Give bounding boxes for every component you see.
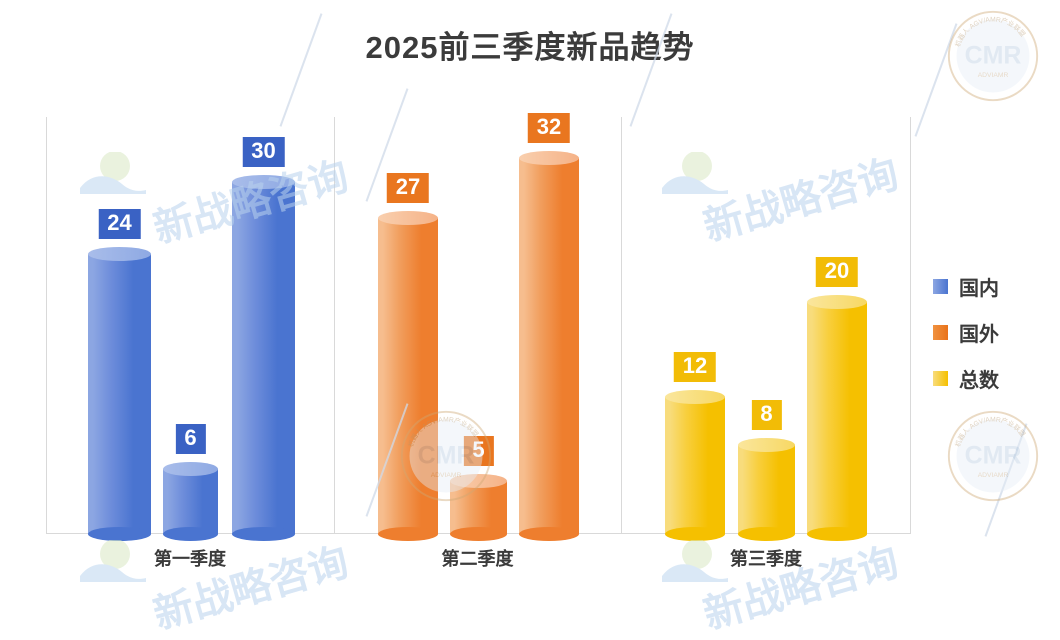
bar-group-q2: 27 5 32 xyxy=(334,113,621,541)
bar-slot[interactable]: 6 xyxy=(163,424,218,541)
cylinder-bottom xyxy=(738,527,795,541)
bar-slot[interactable]: 27 xyxy=(378,173,438,541)
watermark-slash xyxy=(984,423,1028,537)
cylinder-top xyxy=(378,211,438,225)
category-axis-labels: 第一季度 第二季度 第三季度 xyxy=(46,545,911,579)
svg-text:机器人 AGV/AMR产业联盟: 机器人 AGV/AMR产业联盟 xyxy=(953,415,1027,448)
chart-title: 2025前三季度新品趋势 xyxy=(365,30,695,65)
bar-slot[interactable]: 8 xyxy=(738,400,795,541)
cylinder-body xyxy=(738,445,795,534)
window-top-bar xyxy=(0,0,1060,5)
data-label: 8 xyxy=(751,400,782,430)
cylinder-bottom xyxy=(807,527,867,541)
legend-item-domestic[interactable]: 国内 xyxy=(933,272,999,301)
bar-cylinder-q2-domestic[interactable] xyxy=(378,211,438,541)
bar-cylinder-q3-domestic[interactable] xyxy=(665,390,725,541)
legend-label: 国内 xyxy=(959,278,999,300)
chart-legend: 国内 国外 总数 xyxy=(933,272,999,410)
category-label-q3: 第三季度 xyxy=(730,549,802,569)
svg-text:ADVIAMR: ADVIAMR xyxy=(978,472,1009,479)
cylinder-top xyxy=(88,247,151,261)
bar-cylinder-q3-total[interactable] xyxy=(807,295,867,541)
bar-cylinder-q1-domestic[interactable] xyxy=(88,247,151,541)
cylinder-bottom xyxy=(378,527,438,541)
cylinder-top xyxy=(232,175,295,189)
data-label: 5 xyxy=(463,436,494,466)
legend-swatch-icon xyxy=(933,371,948,386)
legend-label: 国外 xyxy=(959,324,999,346)
cylinder-body xyxy=(232,182,295,534)
cylinder-body xyxy=(450,481,507,534)
bar-group-q3: 12 8 20 xyxy=(621,117,911,541)
cylinder-body xyxy=(665,397,725,534)
bar-slot[interactable]: 30 xyxy=(232,137,295,541)
legend-item-total[interactable]: 总数 xyxy=(933,364,999,393)
bar-slot[interactable]: 5 xyxy=(450,436,507,541)
cylinder-top xyxy=(163,462,218,476)
cylinder-bottom xyxy=(232,527,295,541)
cylinder-bottom xyxy=(519,527,579,541)
svg-text:ADVIAMR: ADVIAMR xyxy=(978,72,1009,79)
data-label: 30 xyxy=(242,137,285,167)
category-label-q2: 第二季度 xyxy=(441,549,514,569)
cylinder-top xyxy=(450,474,507,488)
plot-area: 24 6 30 xyxy=(46,113,911,541)
data-label: 27 xyxy=(386,173,430,203)
data-label: 32 xyxy=(527,113,571,143)
cylinder-bottom xyxy=(163,527,218,541)
bar-cylinder-q2-overseas[interactable] xyxy=(450,474,507,541)
axis-line-right xyxy=(910,117,911,534)
bar-group-q1: 24 6 30 xyxy=(46,117,334,541)
data-label: 12 xyxy=(673,352,717,382)
data-label: 24 xyxy=(98,209,141,239)
category-label-q1: 第一季度 xyxy=(154,549,226,569)
cylinder-body xyxy=(807,302,867,534)
panel-divider-1 xyxy=(334,117,335,534)
bar-slot[interactable]: 32 xyxy=(519,113,579,541)
cylinder-top xyxy=(665,390,725,404)
cylinder-bottom xyxy=(450,527,507,541)
cylinder-top xyxy=(807,295,867,309)
panel-divider-2 xyxy=(621,117,622,534)
bar-slot[interactable]: 12 xyxy=(665,352,725,541)
cylinder-top xyxy=(738,438,795,452)
bar-cylinder-q2-total[interactable] xyxy=(519,151,579,541)
cylinder-body xyxy=(519,158,579,534)
cylinder-body xyxy=(88,254,151,534)
bar-cylinder-q3-overseas[interactable] xyxy=(738,438,795,541)
svg-text:CMR: CMR xyxy=(965,442,1022,470)
legend-swatch-icon xyxy=(933,279,948,294)
bar-slot[interactable]: 20 xyxy=(807,257,867,541)
axis-line-left xyxy=(46,117,47,534)
cylinder-body xyxy=(163,469,218,534)
data-label: 6 xyxy=(175,424,206,454)
watermark-cmr-seal-icon: CMR ADVIAMR 机器人 AGV/AMR产业联盟 xyxy=(947,410,1039,502)
cylinder-top xyxy=(519,151,579,165)
cylinder-bottom xyxy=(665,527,725,541)
bar-cylinder-q1-overseas[interactable] xyxy=(163,462,218,541)
legend-label: 总数 xyxy=(959,370,999,392)
data-label: 20 xyxy=(815,257,859,287)
cylinder-bottom xyxy=(88,527,151,541)
bar-cylinder-q1-total[interactable] xyxy=(232,175,295,541)
bar-slot[interactable]: 24 xyxy=(88,209,151,541)
legend-item-overseas[interactable]: 国外 xyxy=(933,318,999,347)
cylinder-body xyxy=(378,218,438,534)
legend-swatch-icon xyxy=(933,325,948,340)
